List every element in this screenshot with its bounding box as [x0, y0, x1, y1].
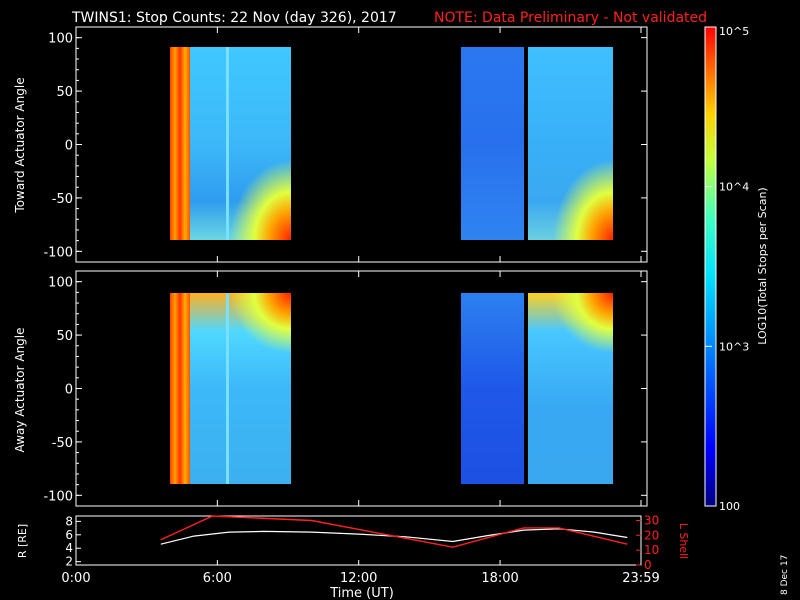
radius-series-line [160, 528, 628, 545]
toward-heatmap [170, 47, 613, 240]
lshell-series-line [160, 515, 628, 548]
axes-group: 100500-50-100100500-50-100864230201000:0… [43, 26, 660, 586]
lshell-tick-label: 0 [644, 558, 652, 572]
xtick-label: 23:59 [622, 571, 659, 586]
ytick-label: 100 [48, 32, 73, 47]
colorbar-label: LOG10(Total Stops per Scan) [756, 187, 769, 344]
ytick-label: -50 [52, 192, 73, 207]
ytick-label: 100 [48, 276, 73, 291]
colorbar-tick-label: 10^4 [719, 181, 749, 194]
orbit-frame [75, 515, 642, 566]
colorbar-tick-label: 100 [719, 500, 740, 513]
colorbar-tick-label: 10^3 [719, 340, 749, 353]
radius-tick-label: 8 [65, 514, 73, 528]
footer-date: 8 Dec 17 [780, 555, 790, 595]
lshell-tick-label: 30 [644, 513, 659, 527]
lshell-ylabel: L Shell [677, 523, 690, 559]
preliminary-note: NOTE: Data Preliminary - Not validated [434, 10, 707, 26]
chart-title: TWINS1: Stop Counts: 22 Nov (day 326), 2… [71, 10, 397, 26]
xtick-label: 18:00 [481, 571, 518, 586]
xtick-label: 0:00 [61, 571, 90, 586]
ytick-label: 50 [56, 85, 73, 100]
xtick-label: 6:00 [203, 571, 232, 586]
radius-ylabel: R [RE] [16, 524, 29, 558]
away-heatmap [170, 293, 613, 484]
xtick-label: 12:00 [340, 571, 377, 586]
ytick-label: 0 [65, 139, 73, 154]
toward-ylabel: Toward Actuator Angle [13, 77, 27, 213]
lshell-tick-label: 10 [644, 543, 659, 557]
radius-tick-label: 4 [65, 541, 73, 555]
lshell-tick-label: 20 [644, 528, 659, 542]
ytick-label: -50 [52, 436, 73, 451]
colorbar [705, 27, 716, 506]
away-ylabel: Away Actuator Angle [13, 327, 27, 452]
ytick-label: 0 [65, 383, 73, 398]
ytick-label: 50 [56, 329, 73, 344]
away-block-2 [461, 293, 524, 484]
ytick-label: -100 [43, 489, 73, 504]
radius-tick-label: 6 [65, 528, 73, 542]
ytick-label: -100 [43, 245, 73, 260]
toward-block-2 [461, 47, 524, 240]
colorbar-ticks: 100 10^3 10^4 10^5 [705, 25, 749, 513]
radius-tick-label: 2 [65, 555, 73, 569]
x-axis-label: Time (UT) [329, 586, 394, 600]
colorbar-tick-label: 10^5 [719, 25, 749, 38]
orbit-lines [160, 515, 628, 548]
